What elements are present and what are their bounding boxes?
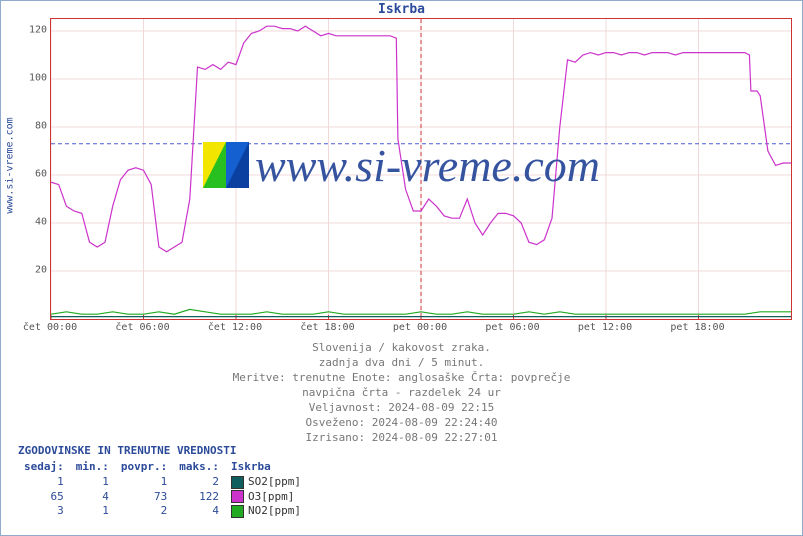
swatch-icon [231,476,244,489]
swatch-icon [231,505,244,518]
history-table: sedaj: min.: povpr.: maks.: Iskrba 1 1 1… [18,460,307,519]
history-table-title: ZGODOVINSKE IN TRENUTNE VREDNOSTI [18,444,237,457]
cell-avg: 73 [115,490,173,505]
caption-line: Izrisano: 2024-08-09 22:27:01 [0,430,803,445]
table-row: 65 4 73 122 O3[ppm] [18,490,307,505]
table-header-row: sedaj: min.: povpr.: maks.: Iskrba [18,460,307,475]
series-label: NO2[ppm] [248,504,301,517]
y-tick-label: 120 [7,25,47,36]
caption-line: Veljavnost: 2024-08-09 22:15 [0,400,803,415]
y-tick-label: 80 [7,121,47,132]
caption-line: zadnja dva dni / 5 minut. [0,355,803,370]
y-tick-label: 20 [7,265,47,276]
col-station: Iskrba [225,460,307,475]
table-row: 3 1 2 4 NO2[ppm] [18,504,307,519]
x-tick-label: pet 00:00 [393,322,447,333]
col-avg: povpr.: [115,460,173,475]
col-max: maks.: [173,460,225,475]
x-tick-label: čet 18:00 [300,322,354,333]
swatch-icon [231,490,244,503]
cell-now: 3 [18,504,70,519]
y-tick-label: 60 [7,169,47,180]
x-tick-label: čet 12:00 [208,322,262,333]
cell-label: NO2[ppm] [225,504,307,519]
cell-min: 1 [70,504,115,519]
series-label: SO2[ppm] [248,475,301,488]
cell-avg: 1 [115,475,173,490]
y-axis-label: www.si-vreme.com [4,0,16,330]
col-now: sedaj: [18,460,70,475]
cell-max: 4 [173,504,225,519]
y-tick-label: 40 [7,217,47,228]
y-tick-label: 100 [7,73,47,84]
x-tick-label: pet 18:00 [670,322,724,333]
chart-title: Iskrba [0,2,803,17]
cell-label: SO2[ppm] [225,475,307,490]
col-min: min.: [70,460,115,475]
cell-max: 122 [173,490,225,505]
caption-line: Meritve: trenutne Enote: anglosaške Črta… [0,370,803,385]
cell-avg: 2 [115,504,173,519]
x-tick-label: čet 06:00 [115,322,169,333]
chart-plot-area [50,18,792,320]
cell-now: 65 [18,490,70,505]
cell-max: 2 [173,475,225,490]
caption-block: Slovenija / kakovost zraka. zadnja dva d… [0,340,803,445]
cell-min: 4 [70,490,115,505]
caption-line: navpična črta - razdelek 24 ur [0,385,803,400]
cell-min: 1 [70,475,115,490]
x-tick-label: pet 12:00 [578,322,632,333]
table-row: 1 1 1 2 SO2[ppm] [18,475,307,490]
caption-line: Slovenija / kakovost zraka. [0,340,803,355]
cell-now: 1 [18,475,70,490]
series-label: O3[ppm] [248,490,294,503]
x-tick-label: čet 00:00 [23,322,77,333]
caption-line: Osveženo: 2024-08-09 22:24:40 [0,415,803,430]
x-tick-label: pet 06:00 [485,322,539,333]
cell-label: O3[ppm] [225,490,307,505]
